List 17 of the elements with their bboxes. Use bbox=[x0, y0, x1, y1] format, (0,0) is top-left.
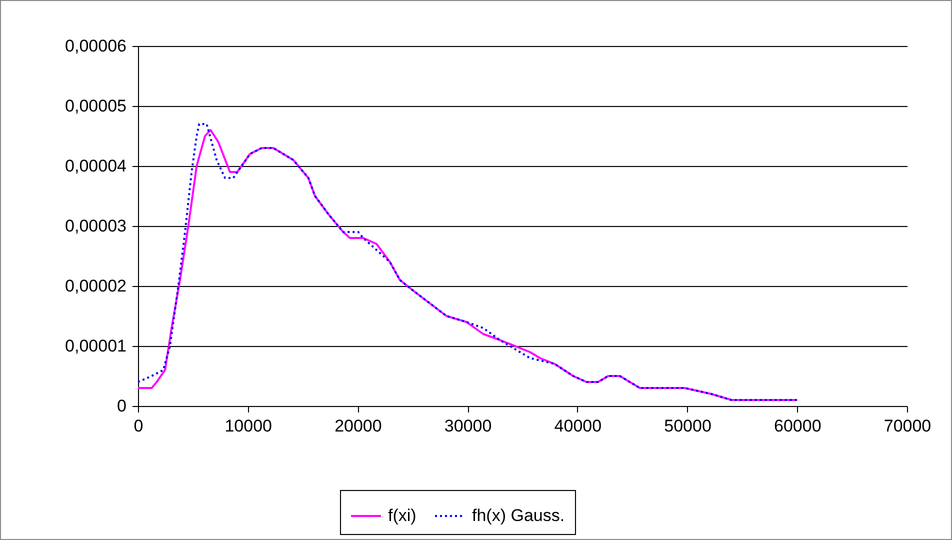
legend-label: f(xi) bbox=[388, 506, 416, 525]
x-tick-label: 30000 bbox=[444, 416, 492, 436]
y-tick-label: 0 bbox=[117, 396, 126, 416]
x-tick-label: 20000 bbox=[334, 416, 382, 436]
y-tick-label: 0,00003 bbox=[65, 216, 126, 236]
y-tick-label: 0,00006 bbox=[65, 36, 126, 56]
x-tick-label: 50000 bbox=[664, 416, 712, 436]
x-tick-label: 0 bbox=[134, 416, 144, 436]
y-tick-label: 0,00005 bbox=[65, 96, 126, 116]
x-tick-label: 60000 bbox=[774, 416, 822, 436]
y-tick-label: 0,00004 bbox=[65, 156, 126, 176]
x-tick-label: 10000 bbox=[224, 416, 272, 436]
y-tick-label: 0,00001 bbox=[65, 336, 126, 356]
x-tick-label: 40000 bbox=[554, 416, 602, 436]
legend-label: fh(x) Gauss. bbox=[472, 506, 565, 525]
x-tick-label: 70000 bbox=[884, 416, 932, 436]
y-tick-label: 0,00002 bbox=[65, 276, 126, 296]
